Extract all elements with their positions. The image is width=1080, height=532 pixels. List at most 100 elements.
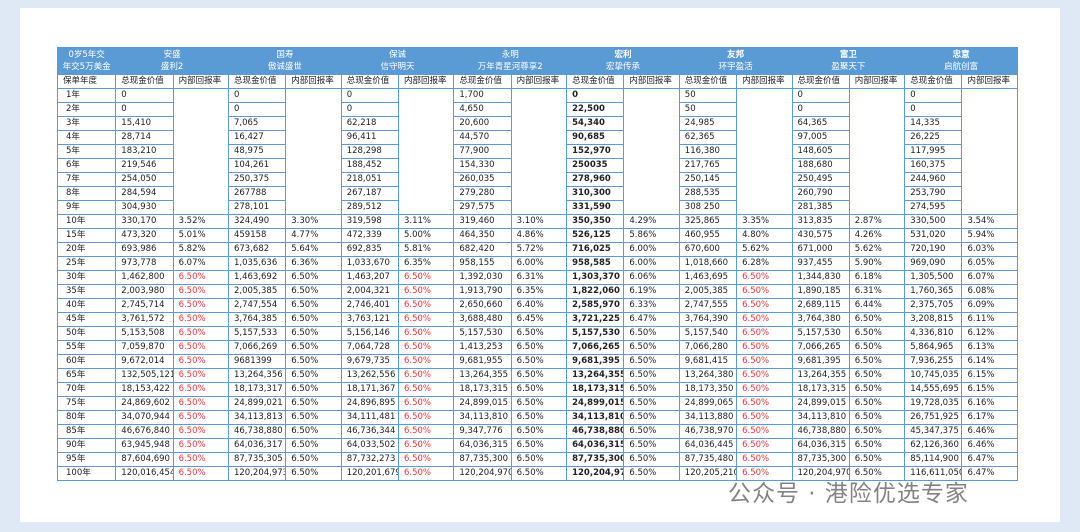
rate-cell: 6.50% xyxy=(172,354,229,369)
rate-cell: 6.50% xyxy=(736,312,793,327)
data-row: 2年 0 0 0 4,650 22,500 50 0 0 xyxy=(56,102,1018,117)
rate-cell: 6.50% xyxy=(510,396,568,411)
year-cell: 7年 xyxy=(56,172,117,187)
value-cell: 1,700 xyxy=(453,88,512,103)
value-cell: 3,764,380 xyxy=(791,312,850,327)
rate-cell: 5.81% xyxy=(397,242,455,257)
value-cell: 9,681,415 xyxy=(678,354,738,369)
value-cell: 34,113,810 xyxy=(453,410,512,425)
value-cell: 5,157,530 xyxy=(791,326,850,341)
value-cell: 120,201,679 xyxy=(340,466,399,481)
rate-cell: 6.19% xyxy=(623,284,680,299)
rate-cell: 6.50% xyxy=(736,382,793,397)
value-cell: 0 xyxy=(340,102,399,117)
data-row: 1年 0 0 0 1,700 0 50 0 0 xyxy=(56,88,1018,215)
rate-cell-empty xyxy=(848,88,906,215)
value-cell: 3,721,225 xyxy=(566,312,625,327)
rate-cell: 6.05% xyxy=(961,256,1018,271)
value-cell: 1,463,695 xyxy=(678,270,738,285)
value-cell: 7,936,255 xyxy=(904,354,963,369)
data-row: 45年 3,761,572 6.50% 3,764,385 6.50% 3,763,121… xyxy=(56,312,1018,327)
value-cell: 330,500 xyxy=(904,214,963,229)
value-cell: 120,205,210 xyxy=(678,466,738,481)
value-cell: 0 xyxy=(904,102,963,117)
value-cell: 7,059,870 xyxy=(115,340,174,355)
rate-cell: 6.09% xyxy=(961,298,1018,313)
value-cell: 250,495 xyxy=(791,172,850,187)
rate-cell-empty xyxy=(736,88,793,215)
value-cell: 13,262,556 xyxy=(340,368,399,383)
year-cell: 50年 xyxy=(56,326,117,341)
value-cell: 34,113,810 xyxy=(791,410,850,425)
value-cell: 218,051 xyxy=(340,172,399,187)
value-cell: 7,066,269 xyxy=(227,340,287,355)
rate-cell: 6.50% xyxy=(397,424,455,439)
value-cell: 183,210 xyxy=(115,144,174,159)
value-cell: 13,264,356 xyxy=(227,368,287,383)
value-cell: 24,899,015 xyxy=(566,396,625,411)
rate-cell: 6.50% xyxy=(736,368,793,383)
data-row: 9年 304,930 278,101 289,512 297,575 331,590 308… xyxy=(56,200,1018,215)
value-cell: 319,598 xyxy=(340,214,399,229)
value-cell: 160,375 xyxy=(904,158,963,173)
value-cell: 937,455 xyxy=(791,256,850,271)
value-cell: 1,344,830 xyxy=(791,270,850,285)
value-cell: 188,452 xyxy=(340,158,399,173)
value-cell: 260,035 xyxy=(453,172,512,187)
rate-cell: 5.94% xyxy=(961,228,1018,243)
data-row: 35年 2,003,980 6.50% 2,005,385 6.50% 2,004,321… xyxy=(56,284,1018,299)
rate-cell: 6.50% xyxy=(623,354,680,369)
rate-cell: 6.50% xyxy=(397,270,455,285)
value-cell: 152,970 xyxy=(566,144,625,159)
value-cell: 720,190 xyxy=(904,242,963,257)
value-cell: 459158 xyxy=(227,228,287,243)
rate-cell: 6.00% xyxy=(510,256,568,271)
rate-cell: 6.50% xyxy=(736,466,793,481)
value-cell: 5,153,508 xyxy=(115,326,174,341)
value-cell: 46,738,970 xyxy=(678,424,738,439)
rate-cell: 6.50% xyxy=(510,368,568,383)
value-cell: 97,005 xyxy=(791,130,850,145)
value-cell: 63,945,948 xyxy=(115,438,174,453)
data-row: 75年 24,869,602 6.50% 24,899,021 6.50% 24,896,… xyxy=(56,396,1018,411)
rate-cell: 3.11% xyxy=(397,214,455,229)
rate-cell: 6.46% xyxy=(961,424,1018,439)
rate-cell: 6.50% xyxy=(736,354,793,369)
value-cell: 430,575 xyxy=(791,228,850,243)
value-cell: 2,747,554 xyxy=(227,298,287,313)
value-cell: 5,156,146 xyxy=(340,326,399,341)
value-cell: 116,380 xyxy=(678,144,738,159)
rate-cell: 6.50% xyxy=(397,298,455,313)
rate-cell: 6.15% xyxy=(961,368,1018,383)
year-cell: 35年 xyxy=(56,284,117,299)
rate-cell: 5.62% xyxy=(848,242,906,257)
rate-cell: 6.50% xyxy=(623,424,680,439)
value-header: 总现金价值 xyxy=(340,74,399,89)
value-cell: 116,611,050 xyxy=(904,466,963,481)
value-cell: 254,050 xyxy=(115,172,174,187)
value-header: 总现金价值 xyxy=(227,74,287,89)
rate-cell: 6.50% xyxy=(848,354,906,369)
value-header: 总现金价值 xyxy=(115,74,174,89)
value-cell: 288,535 xyxy=(678,186,738,201)
value-cell: 87,735,300 xyxy=(566,452,625,467)
rate-cell: 5.82% xyxy=(172,242,229,257)
rate-cell: 6.50% xyxy=(510,452,568,467)
value-cell: 120,204,970 xyxy=(453,466,512,481)
rate-cell: 6.50% xyxy=(397,452,455,467)
value-cell: 46,736,344 xyxy=(340,424,399,439)
year-cell: 95年 xyxy=(56,452,117,467)
value-cell: 7,066,280 xyxy=(678,340,738,355)
plan-name: 信守明天 xyxy=(380,62,415,72)
value-cell: 526,125 xyxy=(566,228,625,243)
value-header: 总现金价值 xyxy=(904,74,963,89)
value-cell: 0 xyxy=(340,88,399,103)
rate-cell: 6.50% xyxy=(510,340,568,355)
value-cell: 284,594 xyxy=(115,186,174,201)
value-cell: 9,681,395 xyxy=(566,354,625,369)
year-header: 保单年度 xyxy=(56,74,117,89)
rate-header: 内部回报率 xyxy=(623,74,680,89)
rate-cell: 6.47% xyxy=(623,312,680,327)
rate-cell: 6.50% xyxy=(397,340,455,355)
value-cell: 20,600 xyxy=(453,116,512,131)
